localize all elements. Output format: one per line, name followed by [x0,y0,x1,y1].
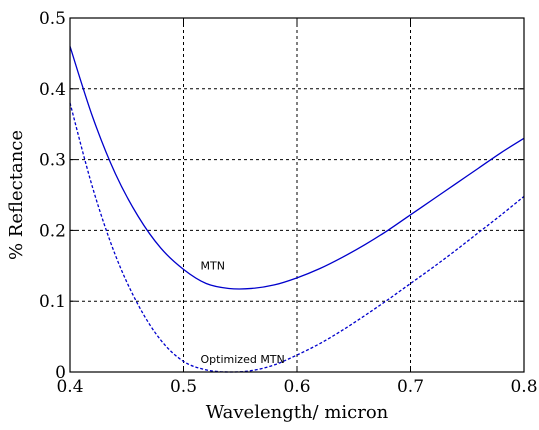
x-tick-label: 0.4 [56,377,83,397]
x-tick-labels: 0.4 0.5 0.6 0.7 0.8 [56,377,537,397]
x-tick-label: 0.8 [510,377,537,397]
y-axis-label: % Reflectance [6,130,27,260]
y-tick-label: 0.2 [39,221,66,241]
y-tick-label: 0 [55,363,66,383]
series-line-mtn [69,46,525,290]
y-tick-label: 0.5 [39,9,66,29]
series-layer [69,46,525,373]
annotations: MTN Optimized MTN [201,259,285,365]
curve-annotation: Optimized MTN [201,353,285,366]
x-tick-label: 0.5 [170,377,197,397]
curve-annotation: MTN [201,259,225,272]
x-axis-label: Wavelength/ micron [206,402,389,423]
ticks [69,17,525,373]
grid [70,18,524,372]
x-tick-label: 0.7 [397,377,424,397]
y-tick-labels: 0 0.1 0.2 0.3 0.4 0.5 [39,9,66,383]
y-tick-label: 0.1 [39,292,66,312]
series-line-optimized-mtn [69,102,525,373]
x-tick-label: 0.6 [283,377,310,397]
y-tick-label: 0.3 [39,151,66,171]
y-tick-label: 0.4 [39,80,66,100]
